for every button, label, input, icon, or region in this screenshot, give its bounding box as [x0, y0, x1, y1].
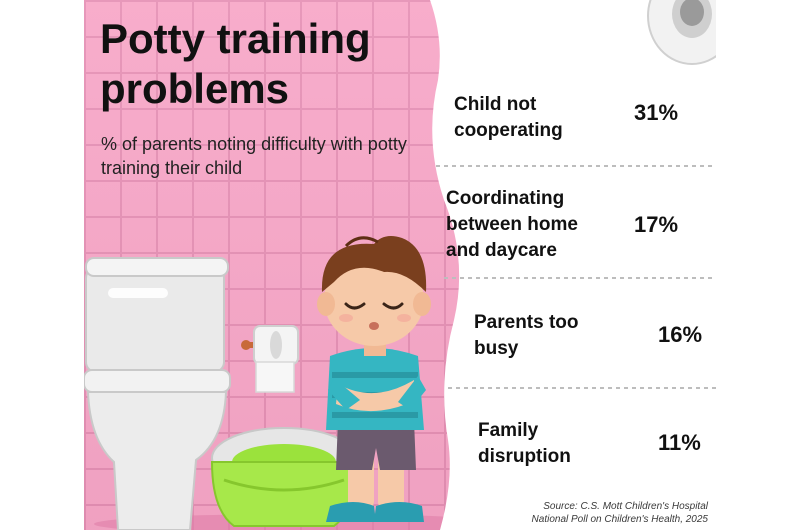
infographic: Potty training problems % of parents not…	[84, 0, 716, 530]
row-value-2: 17%	[634, 212, 679, 237]
training-potty-icon	[210, 427, 358, 527]
toilet-paper-holder-icon	[241, 325, 299, 393]
bathroom-scene	[84, 236, 514, 530]
row-label-2: Coordinating between home and daycare	[446, 188, 578, 261]
source-line-1: Source: C.S. Mott Children's Hospital	[543, 501, 708, 512]
source-note: Source: C.S. Mott Children's Hospital Na…	[532, 500, 708, 526]
toilet-paper-strip: Child not cooperating 31% Coordinating b…	[424, 0, 716, 530]
page-subtitle: % of parents noting difficulty with pott…	[101, 134, 407, 178]
row-value-1: 31%	[634, 100, 679, 125]
child-illustration	[317, 236, 431, 522]
page-title: Potty training problems	[100, 15, 371, 112]
row-label-3: Parents too busy	[474, 312, 579, 359]
row-value-3: 16%	[658, 322, 703, 347]
paper-shape	[430, 0, 716, 530]
row-label-1: Child not cooperating	[454, 94, 563, 141]
source-line-2: National Poll on Children's Health, 2025	[531, 514, 708, 525]
toilet-paper-roll-icon	[647, 0, 716, 65]
row-label-4: Family disruption	[478, 420, 571, 467]
toilet-icon	[84, 257, 231, 530]
row-value-4: 11%	[658, 430, 701, 455]
